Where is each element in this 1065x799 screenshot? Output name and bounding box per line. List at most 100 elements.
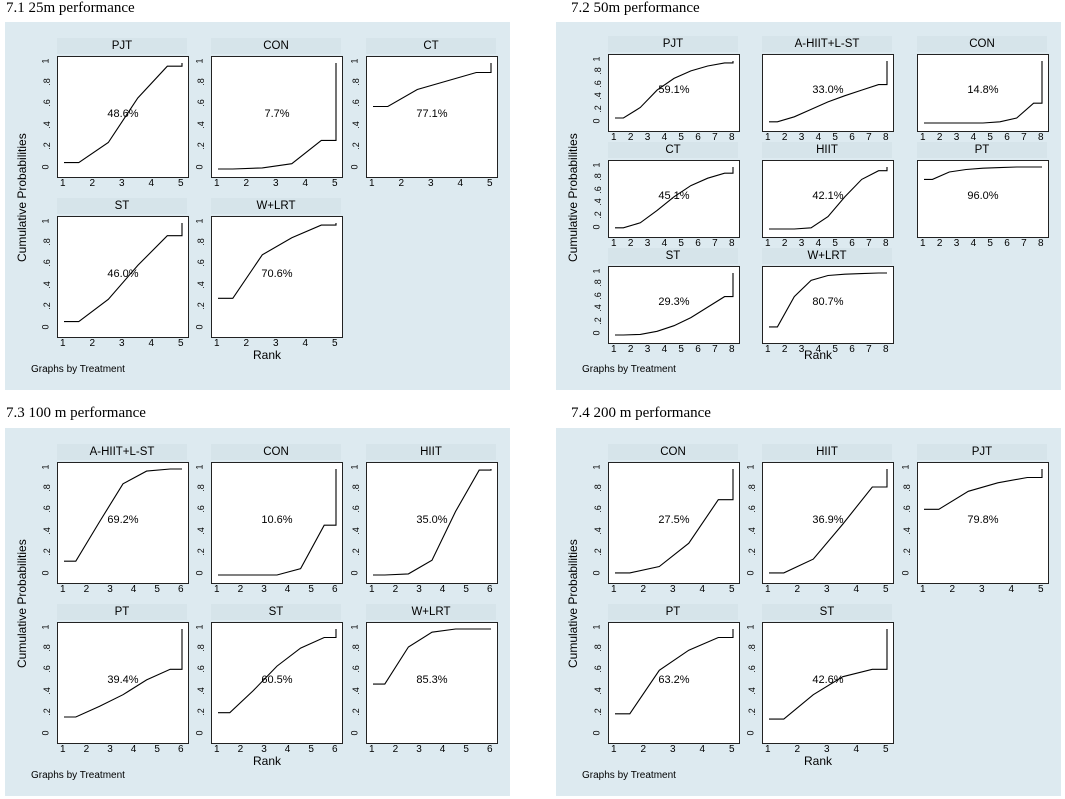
plot-area: 46.0% (57, 216, 189, 338)
y-tick-label: .8 (195, 238, 206, 246)
y-tick-label: 1 (591, 268, 602, 274)
x-tick-label: 1 (60, 584, 66, 595)
x-tick-label: 6 (849, 344, 855, 355)
plot-area: 10.6% (211, 462, 343, 584)
y-tick-label: .2 (592, 210, 603, 219)
x-tick-label: 4 (457, 178, 464, 189)
y-tick-label: 1 (194, 624, 205, 630)
x-tick-label: 4 (284, 744, 291, 755)
plot-svg: 48.6% (64, 63, 183, 164)
plot-area: 70.6% (211, 216, 343, 338)
y-tick-label: .6 (195, 665, 206, 674)
y-tick-label: .6 (746, 665, 757, 674)
x-tick-label: 6 (178, 744, 184, 755)
probability-line (769, 469, 888, 574)
x-tick-label: 2 (949, 584, 956, 595)
y-tick-label: 1 (591, 624, 602, 630)
x-tick-label: 5 (1038, 584, 1044, 595)
x-tick-label: 1 (369, 744, 375, 755)
y-tick-label: 0 (591, 224, 602, 230)
x-tick-label: 4 (661, 238, 668, 249)
panel-header: W+LRT (211, 198, 341, 214)
y-tick-label: .2 (195, 548, 206, 556)
sucra-label: 14.8% (967, 84, 998, 96)
x-tick-label: 4 (815, 238, 822, 249)
sucra-label: 35.0% (416, 514, 447, 526)
y-tick-label: .2 (592, 548, 603, 556)
x-tick-label: 5 (883, 744, 889, 755)
x-tick-label: 3 (644, 132, 651, 143)
panel-header: CON (211, 444, 341, 460)
x-tick-label: 2 (640, 584, 647, 595)
y-tick-label: .2 (350, 142, 361, 150)
y-tick-label: .8 (41, 644, 52, 652)
x-tick-label: 4 (853, 584, 860, 595)
y-tick-label: 0 (194, 324, 205, 330)
plot-svg: 77.1% (373, 63, 492, 120)
y-axis-label: Cumulative Probabilities (566, 539, 580, 668)
y-tick-label: .4 (746, 686, 757, 695)
x-tick-label: 5 (178, 178, 184, 189)
y-tick-label: 0 (745, 730, 756, 736)
x-tick-label: 5 (154, 744, 160, 755)
y-tick-label: .4 (41, 120, 52, 129)
probability-line (64, 629, 183, 718)
x-tick-label: 1 (214, 584, 220, 595)
x-tick-label: 3 (670, 584, 676, 595)
y-axis-label: Cumulative Probabilities (566, 133, 580, 262)
probability-line (218, 63, 337, 170)
y-tick-label: 1 (194, 58, 205, 64)
plot-area: 80.7% (762, 266, 894, 344)
x-tick-label: 4 (439, 744, 446, 755)
x-tick-label: 4 (1008, 584, 1015, 595)
x-tick-label: 7 (866, 344, 872, 355)
plot-area: 39.4% (57, 622, 189, 744)
y-tick-label: .6 (41, 259, 52, 268)
y-tick-label: 0 (40, 730, 51, 736)
panel-header: CON (608, 444, 738, 460)
y-tick-label: 0 (40, 164, 51, 170)
sucra-label: 63.2% (658, 674, 689, 686)
x-tick-label: 3 (261, 744, 267, 755)
x-tick-label: 4 (853, 744, 860, 755)
y-tick-label: .4 (195, 526, 206, 535)
probability-line (769, 272, 887, 328)
plot-area: 77.1% (366, 56, 498, 178)
x-tick-label: 3 (798, 344, 805, 355)
y-tick-label: 0 (349, 164, 360, 170)
sucra-label: 96.0% (967, 190, 998, 202)
sucra-label: 36.9% (812, 514, 843, 526)
plot-svg: 10.6% (218, 469, 337, 576)
x-tick-label: 3 (644, 238, 651, 249)
x-tick-label: 2 (83, 584, 90, 595)
y-tick-label: .6 (350, 665, 361, 674)
y-tick-label: 0 (194, 570, 205, 576)
chart-group-50m: PJT 59.1% 0.2.4.6.8 1 1 2 3 4 5 6 7 8 A-HIIT+L-ST 33.… (556, 22, 1061, 390)
plot-svg: 80.7% (769, 272, 887, 328)
y-tick-label: .8 (901, 484, 912, 492)
plot-area: 27.5% (608, 462, 740, 584)
x-tick-label: 2 (89, 178, 96, 189)
probability-line (924, 469, 1043, 510)
panel-header: ST (211, 604, 341, 620)
probability-line (924, 61, 1043, 124)
x-tick-label: 5 (487, 178, 493, 189)
probability-line (373, 469, 492, 576)
y-tick-label: 1 (591, 464, 602, 470)
x-tick-label: 5 (987, 238, 993, 249)
sucra-label: 10.6% (261, 514, 292, 526)
y-tick-label: .8 (350, 78, 361, 86)
y-tick-label: .4 (746, 526, 757, 535)
y-tick-label: .4 (592, 304, 603, 312)
y-tick-label: 1 (745, 624, 756, 630)
y-tick-label: .2 (592, 316, 603, 325)
y-tick-label: .2 (195, 142, 206, 150)
x-tick-label: 1 (765, 132, 771, 143)
y-tick-label: 0 (40, 324, 51, 330)
panel-header: CT (366, 38, 496, 54)
y-tick-label: 1 (900, 464, 911, 470)
y-tick-label: 0 (591, 730, 602, 736)
chart-group-200m: CON 27.5% 0 .2 .4 .6 .8 1 1 2 3 4 5 HIIT 36.9% 0 .2 .4 .6.… (556, 428, 1061, 796)
panel-header: HIIT (762, 444, 892, 460)
y-tick-label: .6 (41, 665, 52, 674)
